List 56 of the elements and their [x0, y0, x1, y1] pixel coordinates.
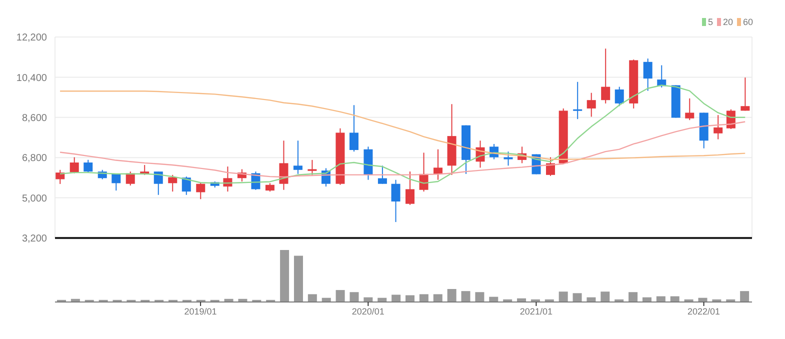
bar	[461, 291, 470, 302]
candlestick	[614, 86, 624, 107]
candlestick	[126, 171, 135, 186]
candlestick	[391, 179, 400, 223]
candlestick	[586, 92, 596, 118]
bar	[600, 292, 610, 302]
candlestick	[308, 159, 317, 176]
candlestick	[70, 156, 79, 174]
bar	[572, 293, 582, 302]
bar	[475, 292, 484, 302]
y-tick-label: 6,800	[22, 153, 48, 164]
candlestick	[196, 182, 206, 200]
bar	[336, 290, 345, 302]
candlestick	[378, 165, 387, 184]
candlestick	[714, 114, 723, 140]
candlestick	[112, 173, 121, 192]
y-tick-label: 3,200	[22, 234, 48, 245]
candlestick	[504, 151, 513, 166]
y-tick-label: 12,200	[16, 32, 48, 44]
candlestick	[740, 77, 750, 112]
candlestick	[573, 81, 582, 120]
bar	[433, 294, 442, 302]
bar	[308, 294, 317, 302]
y-tick-label: 8,600	[22, 112, 48, 124]
text: 2019/01	[184, 306, 217, 316]
candlestick	[293, 140, 302, 174]
bar	[558, 292, 568, 302]
legend-label: 20	[722, 17, 733, 27]
text: 2020/01	[352, 306, 384, 316]
legend-label: 5	[708, 17, 713, 27]
candlestick	[279, 140, 288, 190]
y-tick-label: 10,400	[16, 72, 48, 84]
text: 2021/01	[520, 306, 552, 316]
bar	[447, 289, 456, 302]
candlestick	[182, 176, 191, 196]
candlestick	[349, 104, 358, 152]
candlestick	[434, 148, 443, 180]
bar	[280, 250, 290, 302]
bar	[406, 295, 414, 302]
candlestick	[685, 98, 694, 121]
bar	[419, 294, 428, 302]
bar	[628, 292, 638, 302]
candlestick	[643, 58, 652, 92]
candlestick	[168, 174, 178, 192]
candlestick	[406, 171, 414, 206]
candlestick	[601, 48, 610, 104]
text: 2022/01	[688, 306, 720, 316]
bar	[294, 256, 303, 302]
bar	[392, 294, 401, 302]
candlestick	[84, 159, 93, 174]
legend-label: 60	[742, 17, 753, 27]
candlestick	[154, 171, 163, 196]
bar	[740, 291, 750, 302]
candlestick	[223, 166, 232, 192]
bar	[350, 292, 359, 302]
y-tick-label: 5,000	[22, 193, 48, 204]
